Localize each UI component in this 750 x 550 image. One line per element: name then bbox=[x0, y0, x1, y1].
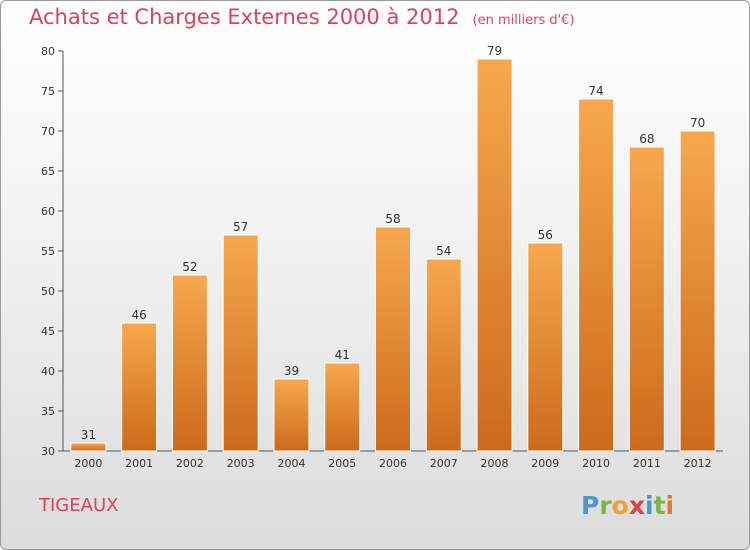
bar bbox=[679, 130, 716, 452]
y-tick-label: 65 bbox=[41, 165, 55, 178]
data-label: 41 bbox=[335, 348, 350, 362]
y-tick-label: 50 bbox=[41, 285, 55, 298]
x-tick-label: 2011 bbox=[633, 457, 661, 470]
x-tick-label: 2004 bbox=[277, 457, 305, 470]
logo-letter: t bbox=[653, 491, 666, 520]
bar bbox=[375, 226, 411, 452]
data-label: 79 bbox=[487, 44, 502, 58]
commune-name: TIGEAUX bbox=[39, 495, 119, 516]
x-tick-label: 2001 bbox=[125, 457, 153, 470]
chart-unit: (en milliers d'€) bbox=[472, 13, 575, 28]
data-label: 58 bbox=[385, 212, 400, 226]
bar bbox=[222, 234, 259, 452]
logo-letter: P bbox=[581, 491, 600, 520]
data-label: 57 bbox=[233, 220, 248, 234]
data-label: 39 bbox=[284, 364, 299, 378]
data-label: 68 bbox=[639, 132, 654, 146]
y-tick-label: 75 bbox=[41, 85, 55, 98]
data-label: 56 bbox=[538, 228, 553, 242]
x-tick-label: 2012 bbox=[684, 457, 712, 470]
data-label: 46 bbox=[132, 308, 147, 322]
bar bbox=[527, 242, 564, 452]
bar bbox=[628, 146, 665, 452]
bar bbox=[324, 362, 361, 452]
logo-letter: i bbox=[645, 491, 654, 520]
y-tick-label: 40 bbox=[41, 365, 55, 378]
logo-letter: r bbox=[599, 491, 612, 520]
x-tick-label: 2009 bbox=[531, 457, 559, 470]
labels: 2000 31 2001 46 2002 52 2003 57 2004 39 2005 41 2006… bbox=[74, 44, 711, 470]
proxiti-logo: Proxiti bbox=[581, 491, 674, 520]
x-tick-label: 2003 bbox=[227, 457, 255, 470]
x-tick-label: 2008 bbox=[481, 457, 509, 470]
y-tick-label: 35 bbox=[41, 405, 55, 418]
bar bbox=[425, 258, 462, 452]
bar bbox=[171, 274, 208, 452]
chart-title-row: Achats et Charges Externes 2000 à 2012 (… bbox=[29, 5, 575, 29]
data-label: 74 bbox=[588, 84, 603, 98]
y-tick-label: 70 bbox=[41, 125, 55, 138]
data-label: 54 bbox=[436, 244, 451, 258]
y-tick-label: 55 bbox=[41, 245, 55, 258]
y-tick-label: 45 bbox=[41, 325, 55, 338]
data-label: 70 bbox=[690, 116, 705, 130]
logo-letter: o bbox=[611, 491, 629, 520]
bar bbox=[476, 58, 513, 452]
logo-letter: x bbox=[628, 491, 645, 520]
y-tick-label: 30 bbox=[41, 445, 55, 458]
bar bbox=[70, 442, 107, 452]
logo-letter: i bbox=[665, 491, 675, 520]
bars bbox=[70, 58, 716, 452]
data-label: 31 bbox=[81, 428, 96, 442]
x-tick-label: 2007 bbox=[430, 457, 458, 470]
x-tick-label: 2002 bbox=[176, 457, 204, 470]
y-tick-label: 60 bbox=[41, 205, 55, 218]
bar bbox=[121, 322, 158, 452]
data-label: 52 bbox=[182, 260, 197, 274]
bar bbox=[578, 98, 615, 452]
y-tick-label: 80 bbox=[41, 45, 55, 58]
x-tick-label: 2010 bbox=[582, 457, 610, 470]
bar bbox=[273, 378, 310, 452]
x-tick-label: 2006 bbox=[379, 457, 407, 470]
chart-title: Achats et Charges Externes 2000 à 2012 bbox=[29, 5, 460, 29]
x-tick-label: 2005 bbox=[328, 457, 356, 470]
x-tick-label: 2000 bbox=[74, 457, 102, 470]
